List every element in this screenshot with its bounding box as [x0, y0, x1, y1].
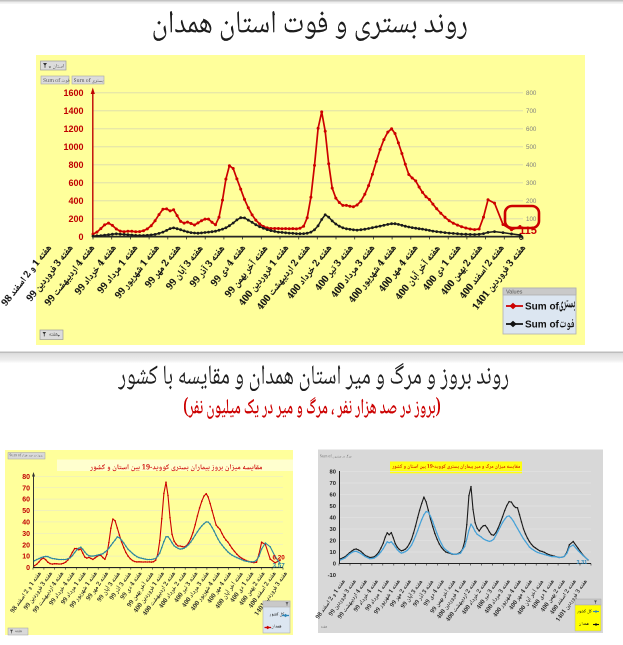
svg-text:500: 500	[526, 144, 537, 151]
svg-text:1600: 1600	[63, 88, 83, 98]
svg-text:Sum of: Sum of	[525, 302, 560, 313]
svg-text:6.20: 6.20	[273, 555, 286, 562]
svg-text:20: 20	[330, 539, 336, 545]
svg-text:0: 0	[333, 562, 336, 568]
svg-text:Values: Values	[506, 290, 523, 296]
svg-text:1200: 1200	[63, 124, 83, 134]
svg-text:300: 300	[526, 180, 537, 187]
svg-text:50: 50	[22, 508, 30, 515]
svg-text:0: 0	[26, 565, 30, 572]
svg-text:400: 400	[68, 196, 83, 206]
svg-text:400: 400	[526, 162, 537, 169]
svg-text:10: 10	[330, 550, 336, 556]
svg-text:600: 600	[526, 126, 537, 133]
svg-text:1000: 1000	[63, 142, 83, 152]
svg-text:40: 40	[22, 520, 30, 527]
svg-text:10: 10	[22, 554, 30, 561]
svg-text:20: 20	[22, 542, 30, 549]
svg-text:700: 700	[526, 108, 537, 115]
svg-text:40: 40	[330, 516, 336, 522]
svg-text:3.57: 3.57	[273, 563, 286, 570]
svg-text:70: 70	[330, 481, 336, 487]
svg-text:800: 800	[68, 160, 83, 170]
svg-text:70: 70	[22, 485, 30, 492]
svg-text:80: 80	[330, 470, 336, 476]
svg-text:30: 30	[22, 531, 30, 538]
svg-text:600: 600	[68, 178, 83, 188]
svg-text:6: 6	[519, 235, 523, 242]
svg-text:3.31: 3.31	[577, 560, 588, 566]
svg-text:100: 100	[526, 216, 537, 223]
svg-text:200: 200	[68, 214, 83, 224]
svg-text:1400: 1400	[63, 106, 83, 116]
svg-text:800: 800	[526, 90, 537, 97]
svg-text:60: 60	[22, 497, 30, 504]
svg-text:0: 0	[78, 232, 83, 242]
svg-text:115: 115	[519, 225, 537, 237]
svg-text:60: 60	[330, 493, 336, 499]
svg-text:80: 80	[22, 474, 30, 481]
svg-text:-10: -10	[328, 573, 336, 579]
svg-text:Sum of: Sum of	[525, 320, 560, 331]
svg-text:50: 50	[330, 504, 336, 510]
svg-text:30: 30	[330, 527, 336, 533]
svg-text:200: 200	[526, 198, 537, 205]
